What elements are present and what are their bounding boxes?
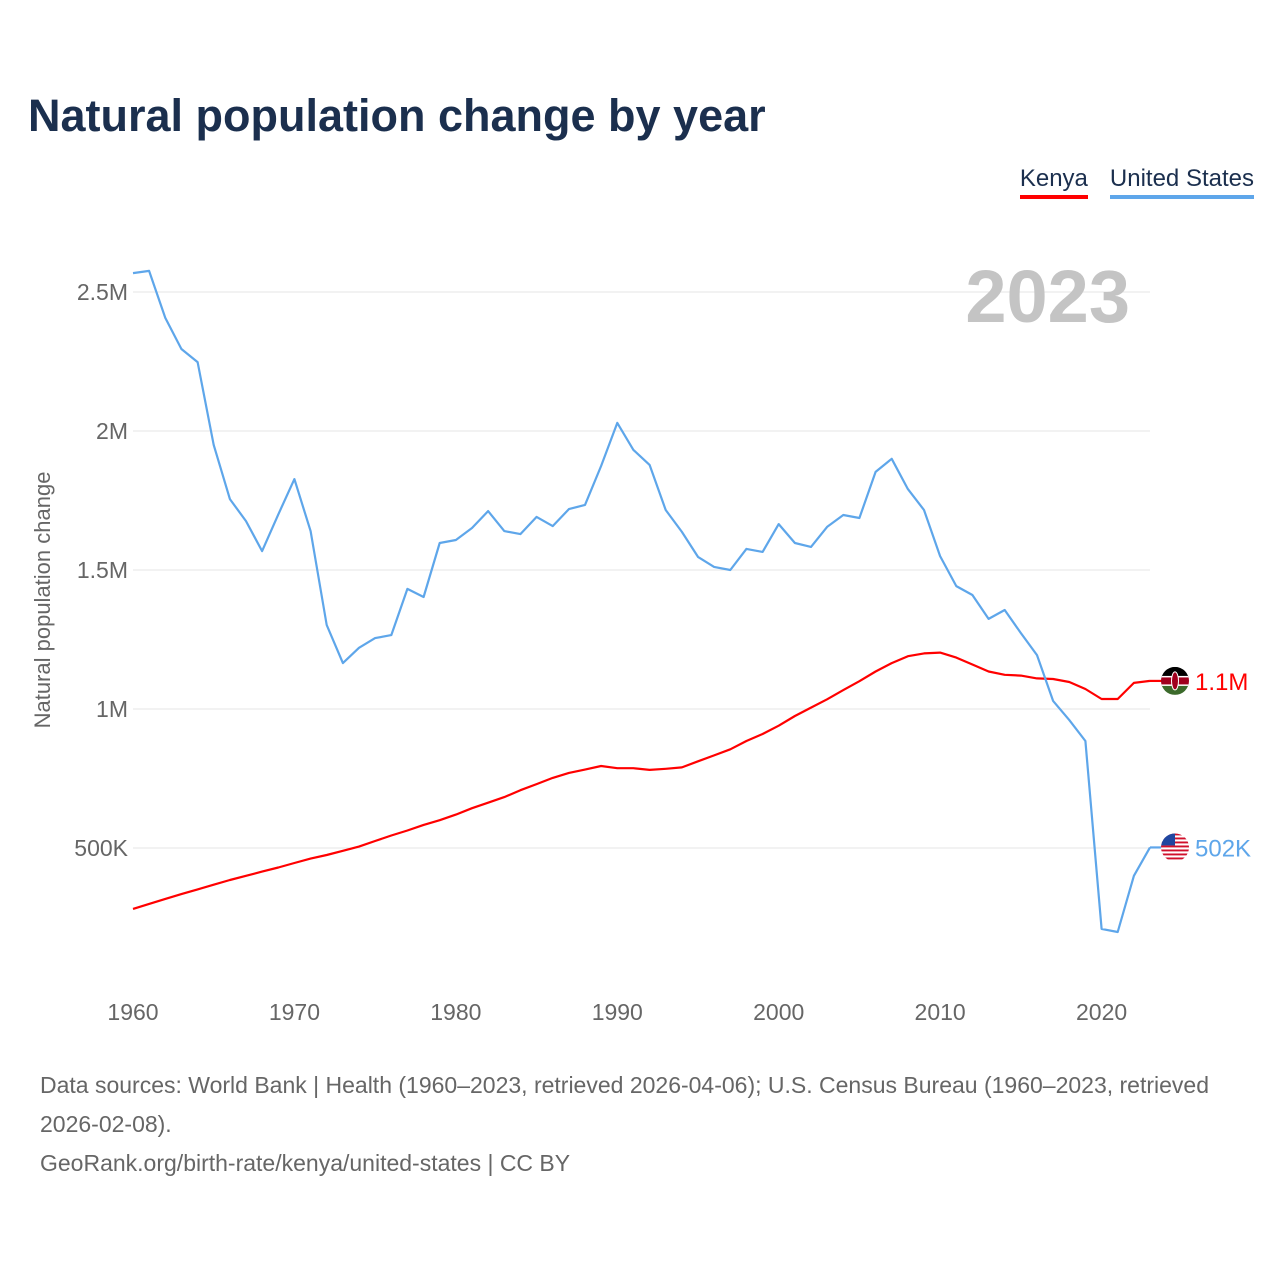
flag-stripe: [1161, 859, 1189, 862]
x-tick-label: 1990: [592, 999, 643, 1025]
kenya-flag-icon: [1161, 666, 1189, 695]
flag-stripe: [1161, 849, 1189, 852]
series-end-label: 502K: [1195, 835, 1251, 862]
x-tick-label: 1980: [430, 999, 481, 1025]
flag-stripe: [1161, 845, 1189, 848]
flag-body: [1161, 833, 1189, 862]
flag-stripe: [1161, 853, 1189, 856]
flag-stripe: [1161, 847, 1189, 850]
chart-title: Natural population change by year: [28, 90, 766, 141]
series-line-united-states: [132, 269, 1151, 934]
legend: Kenya United States: [1019, 165, 1254, 199]
flag-body: [1161, 666, 1189, 695]
x-tick-label: 1970: [269, 999, 320, 1025]
x-tick-label: 1960: [107, 999, 158, 1025]
y-tick-label: 1.5M: [77, 557, 128, 583]
series-end-label: 1.1M: [1195, 669, 1248, 696]
x-tick-label: 2010: [915, 999, 966, 1025]
flag-stripe: [1161, 855, 1189, 858]
y-tick-label: 2M: [96, 418, 128, 444]
y-axis-label: Natural population change: [30, 472, 55, 729]
data-sources: Data sources: World Bank | Health (1960–…: [40, 1072, 1210, 1137]
x-tick-label: 2020: [1076, 999, 1127, 1025]
series-line-kenya: [132, 651, 1151, 910]
us-flag-icon: [1161, 833, 1189, 862]
y-tick-label: 500K: [74, 835, 128, 861]
legend-item-united-states[interactable]: United States: [1109, 165, 1254, 199]
flag-stripe: [1161, 857, 1189, 860]
y-tick-label: 2.5M: [77, 279, 128, 305]
footer: Data sources: World Bank | Health (1960–…: [40, 1066, 1250, 1183]
flag-stripe: [1161, 851, 1189, 854]
year-watermark: 2023: [965, 255, 1130, 338]
flag-shield: [1171, 671, 1179, 691]
flag-canton: [1161, 833, 1175, 846]
source-link[interactable]: GeoRank.org/birth-rate/kenya/united-stat…: [40, 1150, 571, 1176]
legend-item-kenya[interactable]: Kenya: [1019, 165, 1088, 199]
y-tick-label: 1M: [96, 696, 128, 722]
x-tick-label: 2000: [753, 999, 804, 1025]
